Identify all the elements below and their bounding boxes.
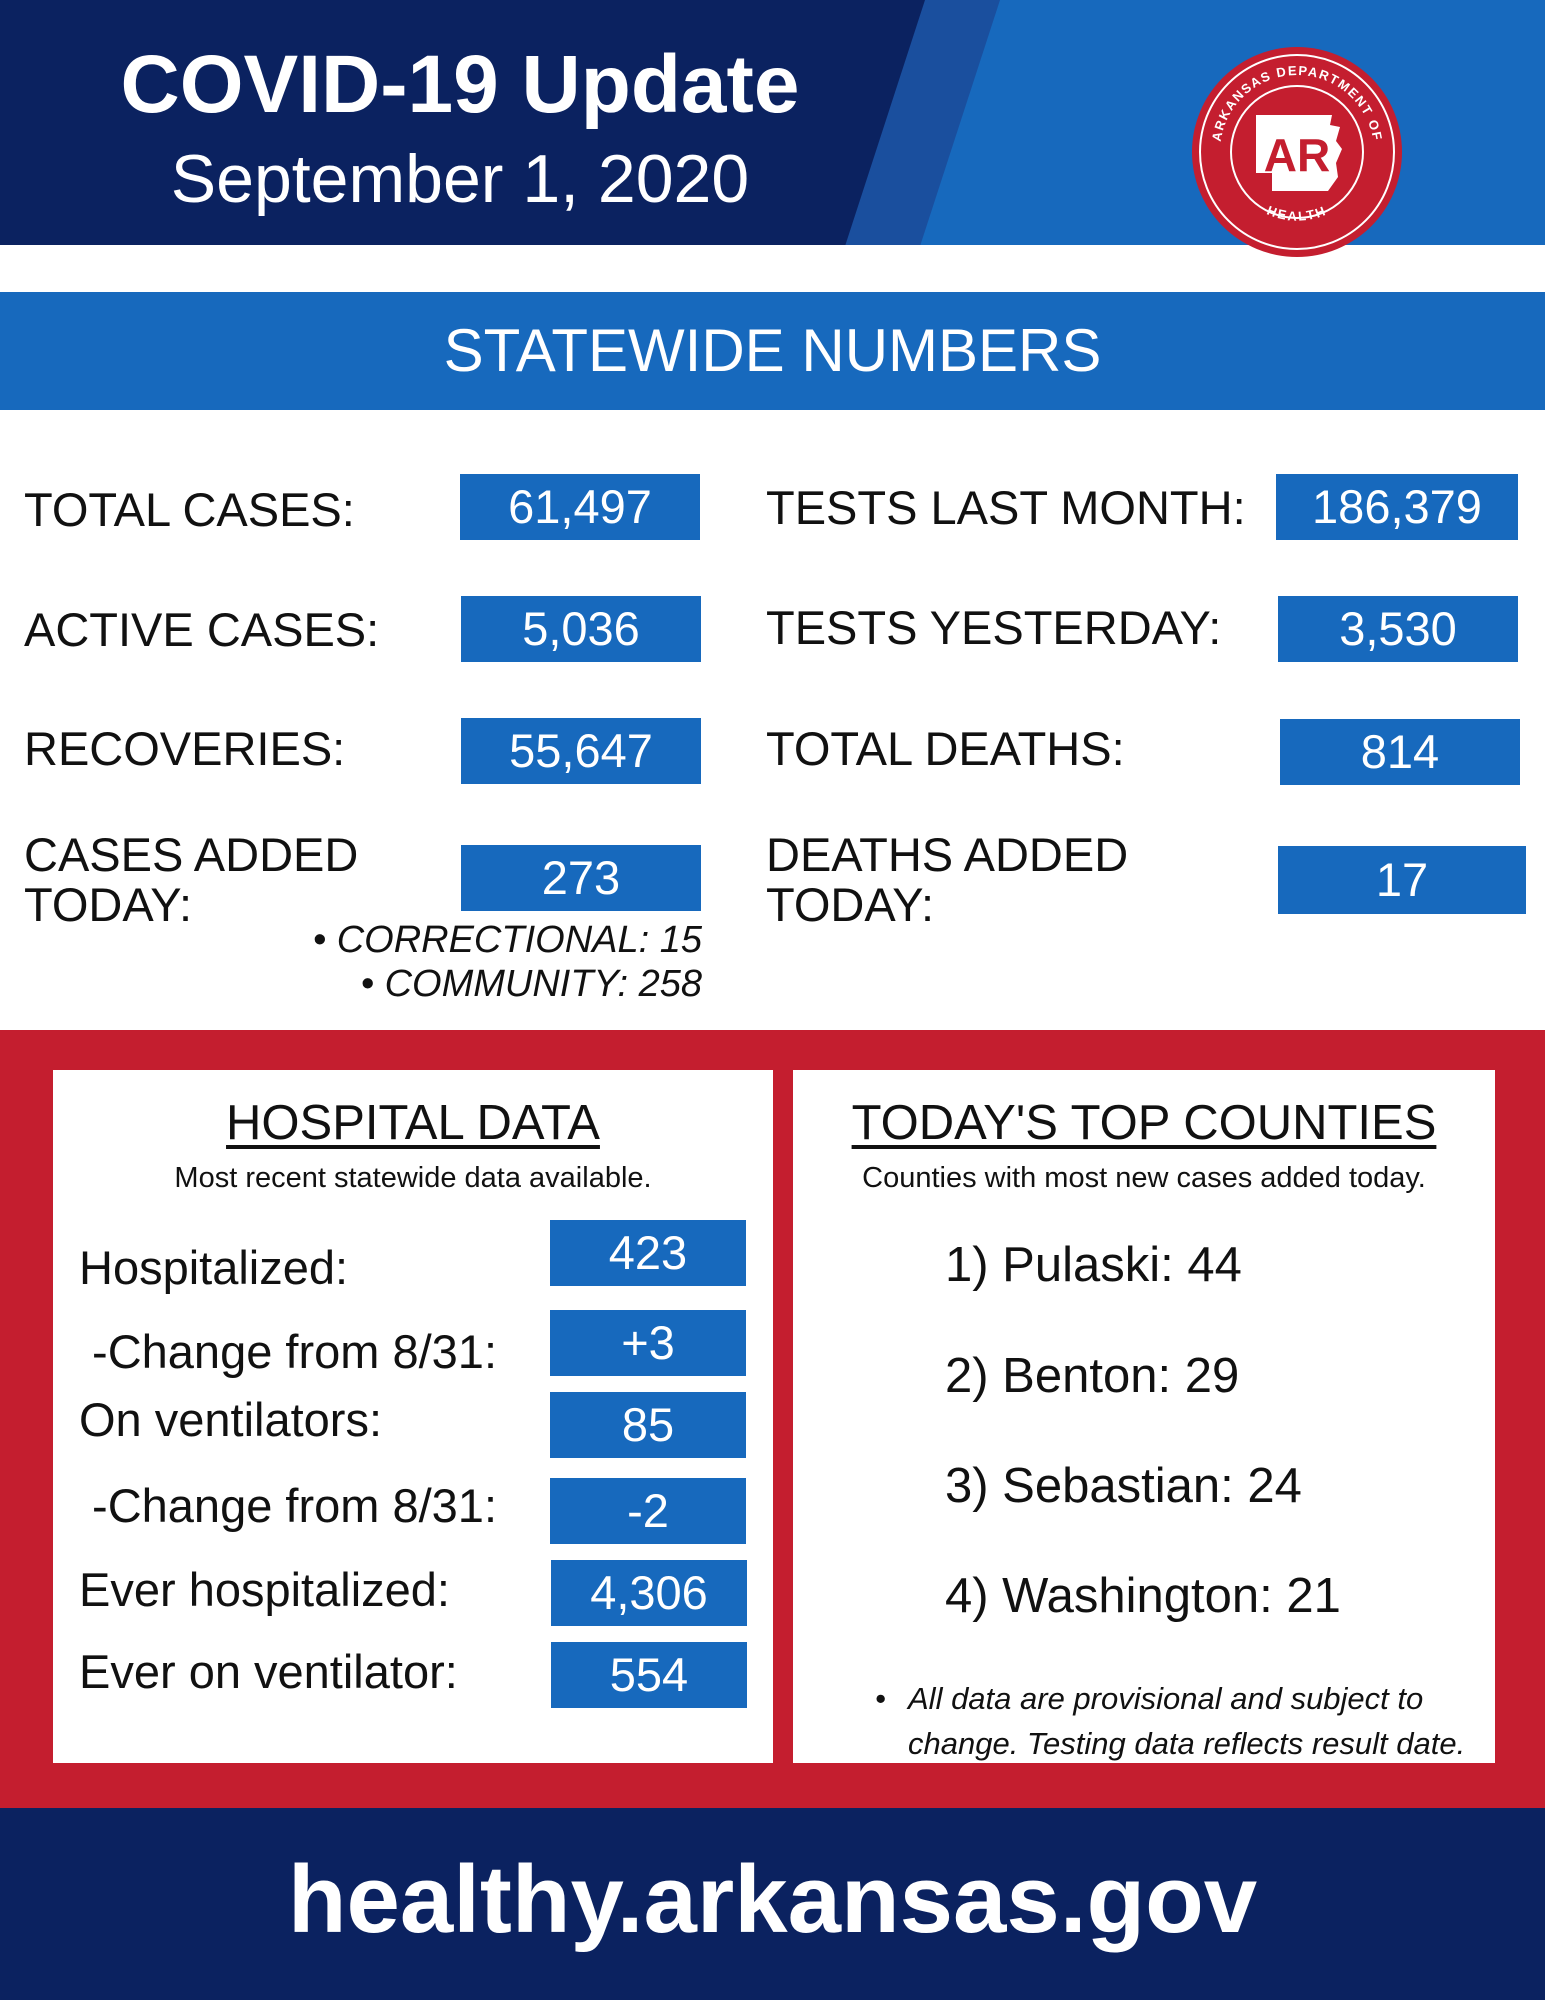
total-cases-label: TOTAL CASES: <box>24 483 355 536</box>
hospital-row-label: Ever on ventilator: <box>79 1645 458 1698</box>
provisional-note-line2: change. Testing data reflects result dat… <box>908 1726 1466 1761</box>
hospital-row-label: Hospitalized: <box>79 1241 349 1294</box>
page-title: COVID-19 Update <box>120 39 800 130</box>
hospital-description: Most recent statewide data available. <box>174 1162 652 1194</box>
arkansas-health-logo: ARKANSAS DEPARTMENT OF HEALTH AR <box>1192 47 1402 257</box>
deaths-added-value: 17 <box>1278 846 1526 914</box>
total-deaths-label: TOTAL DEATHS: <box>766 722 1125 775</box>
hospital-row-value: 4,306 <box>551 1560 747 1626</box>
counties-panel: TODAY'S TOP COUNTIES Counties with most … <box>793 1070 1495 1763</box>
cases-added-label: CASES ADDED TODAY: <box>24 830 358 930</box>
hospital-row-label: On ventilators: <box>79 1393 383 1446</box>
tests-yesterday-value: 3,530 <box>1278 596 1518 662</box>
counties-heading: TODAY'S TOP COUNTIES <box>851 1096 1437 1150</box>
cases-added-label-line2: TODAY: <box>24 878 193 931</box>
tests-last-month-label: TESTS LAST MONTH: <box>766 481 1246 534</box>
active-cases-value: 5,036 <box>461 596 701 662</box>
statewide-banner: STATEWIDE NUMBERS <box>0 292 1545 410</box>
total-cases-value: 61,497 <box>460 474 700 540</box>
tests-yesterday-label: TESTS YESTERDAY: <box>766 601 1222 654</box>
county-item: 2) Benton: 29 <box>945 1349 1240 1403</box>
recoveries-label: RECOVERIES: <box>24 722 346 775</box>
footer-url[interactable]: healthy.arkansas.gov <box>0 1808 1545 2000</box>
county-item: 3) Sebastian: 24 <box>945 1459 1302 1513</box>
logo-ring-text-bottom: HEALTH <box>1265 203 1327 224</box>
hospital-panel: HOSPITAL DATA Most recent statewide data… <box>53 1070 773 1763</box>
deaths-added-label-line1: DEATHS ADDED <box>766 828 1129 881</box>
hospital-row-label: -Change from 8/31: <box>79 1325 497 1378</box>
tests-last-month-value: 186,379 <box>1276 474 1518 540</box>
hospital-row-value: -2 <box>550 1478 746 1544</box>
hospital-row-value: 85 <box>550 1392 746 1458</box>
recoveries-value: 55,647 <box>461 718 701 784</box>
county-item: 4) Washington: 21 <box>945 1569 1341 1623</box>
deaths-added-label-line2: TODAY: <box>766 878 935 931</box>
svg-text:HEALTH: HEALTH <box>1265 203 1329 224</box>
county-item: 1) Pulaski: 44 <box>945 1238 1242 1292</box>
active-cases-label: ACTIVE CASES: <box>24 603 380 656</box>
hospital-row-value: 423 <box>550 1220 746 1286</box>
hospital-row-label: -Change from 8/31: <box>79 1479 497 1532</box>
total-deaths-value: 814 <box>1280 719 1520 785</box>
hospital-heading: HOSPITAL DATA <box>226 1096 600 1150</box>
cases-added-value: 273 <box>461 845 701 911</box>
correctional-cases: • CORRECTIONAL: 15 <box>312 919 702 961</box>
hospital-row-label: Ever hospitalized: <box>79 1563 450 1616</box>
note-bullet: • <box>875 1681 886 1716</box>
page-date: September 1, 2020 <box>170 141 750 217</box>
hospital-row-value: +3 <box>550 1310 746 1376</box>
cases-added-label-line1: CASES ADDED <box>24 828 359 881</box>
logo-mark: AR <box>1264 129 1330 181</box>
deaths-added-label: DEATHS ADDED TODAY: <box>766 830 1128 930</box>
provisional-note: All data are provisional and subject to … <box>908 1676 1488 1766</box>
hospital-row-value: 554 <box>551 1642 747 1708</box>
provisional-note-line1: All data are provisional and subject to <box>908 1681 1424 1716</box>
counties-description: Counties with most new cases added today… <box>862 1162 1426 1194</box>
community-cases: • COMMUNITY: 258 <box>360 963 702 1005</box>
